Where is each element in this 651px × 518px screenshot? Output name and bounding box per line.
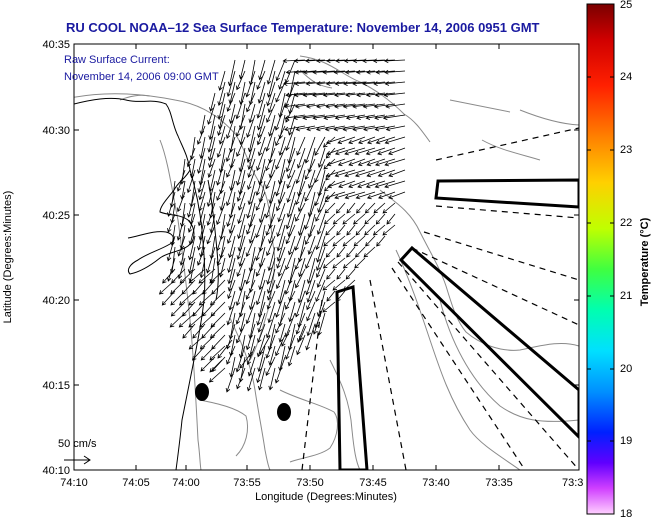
y-axis-ticks <box>74 43 579 471</box>
x-tick-labels: 74:10 74:05 74:00 73:55 73:50 73:45 73:4… <box>60 477 583 489</box>
colorbar-tick-label: 21 <box>620 290 632 302</box>
colorbar-tick-label: 18 <box>620 508 632 518</box>
x-tick-label: 73:3 <box>562 477 583 489</box>
colorbar-tick-labels: 25 24 23 22 21 20 19 18 <box>620 0 632 518</box>
x-tick-label: 74:05 <box>122 477 150 489</box>
y-axis-label: Latitude (Degrees:Minutes) <box>2 191 14 324</box>
x-tick-label: 73:50 <box>296 477 324 489</box>
y-tick-label: 40:35 <box>42 39 70 51</box>
buoy-marker <box>195 383 209 401</box>
y-tick-label: 40:15 <box>42 380 70 392</box>
colorbar-tick-label: 20 <box>620 363 632 375</box>
x-axis-label: Longitude (Degrees:Minutes) <box>255 491 397 503</box>
colorbar-tick-label: 24 <box>620 71 632 83</box>
x-tick-label: 74:00 <box>172 477 200 489</box>
scale-label: 50 cm/s <box>58 438 97 450</box>
current-label-line2: November 14, 2006 09:00 GMT <box>64 71 219 83</box>
x-tick-label: 74:10 <box>60 477 88 489</box>
colorbar-tick-label: 19 <box>620 435 632 447</box>
map-title: RU COOL NOAA–12 Sea Surface Temperature:… <box>66 20 540 35</box>
y-tick-label: 40:10 <box>42 465 70 477</box>
x-axis-ticks <box>73 44 580 470</box>
x-tick-label: 73:40 <box>422 477 450 489</box>
scale-arrow <box>64 455 91 465</box>
buoy-marker <box>277 403 291 421</box>
colorbar <box>586 3 615 515</box>
colorbar-label: Temperature (°C) <box>639 217 651 306</box>
colorbar-tick-label: 25 <box>620 0 632 11</box>
colorbar-tick-label: 22 <box>620 217 632 229</box>
y-tick-labels: 40:35 40:30 40:25 40:20 40:15 40:10 <box>42 39 70 477</box>
y-tick-label: 40:25 <box>42 210 70 222</box>
y-tick-label: 40:20 <box>42 295 70 307</box>
dashed-track-lines <box>301 127 579 470</box>
x-tick-label: 73:45 <box>359 477 387 489</box>
y-tick-label: 40:30 <box>42 125 70 137</box>
current-label-line1: Raw Surface Current: <box>64 54 170 66</box>
colorbar-tick-label: 23 <box>620 144 632 156</box>
plot-frame <box>73 43 580 471</box>
outlined-polygons <box>335 178 579 470</box>
surface-current-vectors <box>158 58 406 393</box>
colorbar-ticks <box>587 3 614 515</box>
x-tick-label: 73:55 <box>233 477 261 489</box>
x-tick-label: 73:35 <box>485 477 513 489</box>
